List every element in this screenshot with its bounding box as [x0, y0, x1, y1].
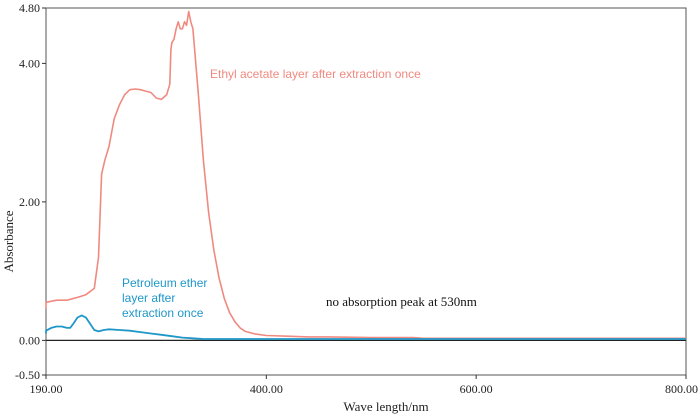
y-tick-label: 4.00: [19, 56, 40, 70]
series-label-line: Petroleum ether: [122, 276, 207, 290]
series-label-line: extraction once: [122, 306, 204, 320]
series-line-petroleum-ether: [45, 314, 686, 340]
y-axis-label: Absorbance: [1, 210, 16, 272]
series-label-line: Ethyl acetate layer after extraction onc…: [210, 67, 421, 81]
annotation-no-peak: no absorption peak at 530nm: [326, 294, 477, 309]
plot-frame: [45, 7, 687, 376]
y-tick-label: 2.00: [19, 195, 40, 209]
series-label-ethyl-acetate: Ethyl acetate layer after extraction onc…: [210, 67, 421, 81]
series-line-ethyl-acetate: [45, 10, 686, 340]
x-tick-label: 400.00: [250, 382, 283, 396]
x-tick-label: 190.00: [30, 382, 63, 396]
x-tick-label: 800.00: [665, 382, 698, 396]
y-tick-label: 0.00: [19, 333, 40, 347]
x-axis-label: Wave length/nm: [343, 399, 428, 414]
x-tick-label: 600.00: [460, 382, 493, 396]
y-tick-label: -0.50: [15, 368, 40, 382]
series-label-line: layer after: [122, 291, 175, 305]
y-tick-label: 4.80: [19, 1, 40, 15]
series-label-petroleum-ether: Petroleum ether layer after extraction onc…: [122, 276, 207, 320]
